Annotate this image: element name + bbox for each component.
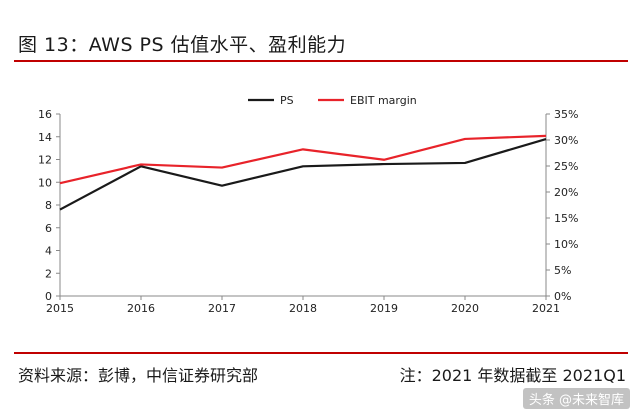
x-tick-label: 2017 xyxy=(208,302,236,315)
left-tick-label: 16 xyxy=(38,108,52,121)
x-tick-label: 2015 xyxy=(46,302,74,315)
right-tick-label: 15% xyxy=(554,212,578,225)
x-tick-label: 2020 xyxy=(451,302,479,315)
series-line-ebit-margin xyxy=(59,134,547,185)
footer-divider xyxy=(14,352,628,354)
x-tick-label: 2016 xyxy=(127,302,155,315)
right-tick-label: 35% xyxy=(554,108,578,121)
title-divider xyxy=(14,60,628,62)
line-chart: 0 2 4 6 8 10 12 14 16 0% 5% 10% 15% 20% 25% 30% 35% 2015 2… xyxy=(38,94,578,315)
series-line-ps xyxy=(59,137,547,211)
right-tick-label: 10% xyxy=(554,238,578,251)
left-tick-label: 4 xyxy=(45,245,52,258)
left-tick-label: 2 xyxy=(45,267,52,280)
right-tick-label: 30% xyxy=(554,134,578,147)
right-tick-label: 20% xyxy=(554,186,578,199)
left-tick-label: 8 xyxy=(45,199,52,212)
data-note: 注：2021 年数据截至 2021Q1 xyxy=(399,366,626,385)
left-tick-label: 6 xyxy=(45,222,52,235)
source-note: 资料来源：彭博，中信证券研究部 xyxy=(18,366,259,385)
x-tick-label: 2019 xyxy=(370,302,398,315)
left-tick-label: 14 xyxy=(38,131,52,144)
x-tick-label: 2021 xyxy=(532,302,560,315)
left-tick-label: 0 xyxy=(45,290,52,303)
right-tick-label: 25% xyxy=(554,160,578,173)
right-tick-label: 5% xyxy=(554,264,571,277)
legend-label: PS xyxy=(280,94,294,107)
left-tick-label: 12 xyxy=(38,154,52,167)
x-tick-label: 2018 xyxy=(289,302,317,315)
left-tick-label: 10 xyxy=(38,176,52,189)
right-tick-label: 0% xyxy=(554,290,571,303)
chart-title: 图 13：AWS PS 估值水平、盈利能力 xyxy=(18,34,347,56)
watermark: 头条 @未来智库 xyxy=(522,388,630,409)
legend-label: EBIT margin xyxy=(350,94,417,107)
